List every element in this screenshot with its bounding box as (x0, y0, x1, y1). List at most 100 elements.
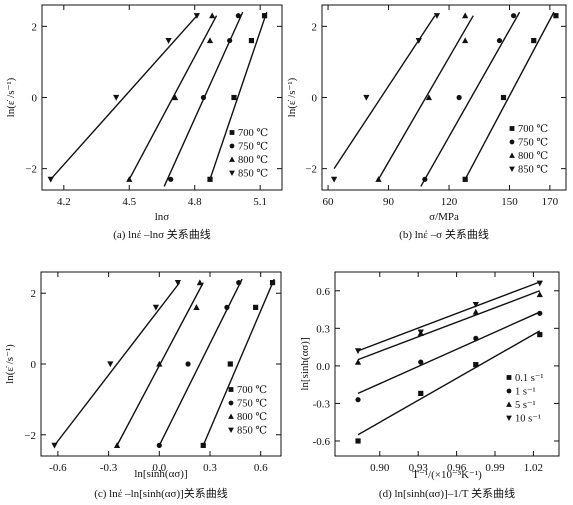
y-tick-label: −2 (24, 430, 36, 442)
legend-marker (506, 388, 512, 394)
data-point-series-0 (537, 331, 543, 338)
y-axis-title: ln(ε̇ /s⁻¹) (5, 77, 17, 117)
fit-line-series-2 (128, 15, 218, 180)
data-point-series-0 (248, 37, 255, 44)
y-tick-label: 2 (32, 21, 38, 33)
data-point-series-2 (196, 279, 203, 286)
x-axis-title: ln[sinh(ασ)] (134, 468, 187, 480)
data-point-series-2 (206, 37, 214, 44)
legend-marker (509, 126, 515, 131)
y-tick-label: 0 (31, 359, 37, 371)
legend-label: 850 ℃ (238, 169, 268, 180)
legend-marker (229, 156, 235, 162)
x-tick-label: 0.3 (203, 462, 217, 474)
data-point-series-0 (231, 94, 237, 101)
x-tick-label: 1.02 (524, 462, 543, 474)
data-point-series-0 (473, 362, 479, 368)
x-tick-label: 120 (441, 196, 458, 208)
fit-line-series-1 (420, 11, 521, 187)
data-point-series-0 (269, 280, 276, 286)
data-point-series-1 (227, 37, 233, 44)
data-point-series-3 (165, 37, 172, 44)
data-point-series-2 (113, 442, 121, 448)
panel-caption: (d) ln[sinh(ασ)]–1/T 关系曲线 (379, 486, 515, 500)
x-tick-label: 0.90 (370, 462, 390, 474)
data-point-series-1 (168, 176, 174, 182)
y-tick-label: 2 (312, 21, 318, 33)
legend-marker (229, 143, 235, 149)
data-point-series-3 (472, 301, 479, 308)
data-point-series-3 (174, 280, 182, 286)
fit-line-series-1 (357, 311, 541, 395)
data-point-series-1 (200, 94, 207, 101)
data-point-series-1 (496, 37, 503, 44)
chart-panel-c: -0.6 -0.3 0.0 0.3 0.6 −2 0 2 700 ℃ 750 ℃ 800 ℃ 850 … (4, 271, 282, 500)
x-tick-label: 0.96 (447, 462, 467, 474)
y-tick-label: 0.6 (316, 286, 330, 298)
legend: 700 ℃ 750 ℃ 800 ℃ 850 ℃ (509, 124, 548, 176)
panel-caption: (c) lnέ –ln[sinh(ασ)]关系曲线 (94, 486, 228, 500)
x-tick-label: 0.0 (152, 462, 166, 474)
legend-label: 800 ℃ (238, 155, 268, 166)
legend-label: 750 ℃ (518, 138, 548, 149)
data-point-series-2 (126, 176, 133, 182)
legend-marker (509, 152, 515, 158)
data-point-series-2 (462, 12, 469, 19)
data-point-series-2 (209, 12, 216, 19)
data-point-series-1 (510, 13, 517, 19)
y-tick-label: 0.3 (316, 323, 330, 335)
x-tick-label: 150 (501, 196, 518, 208)
data-point-series-3 (330, 176, 338, 183)
y-tick-label: −2 (25, 164, 37, 176)
data-point-series-3 (354, 348, 362, 355)
data-point-series-0 (355, 438, 361, 444)
legend-marker (228, 413, 234, 419)
fit-line-series-0 (464, 11, 555, 180)
x-tick-label: 4.8 (188, 196, 202, 208)
legend-label: 0.1 s⁻¹ (515, 373, 544, 384)
data-point-series-3 (415, 37, 422, 44)
data-point-series-0 (200, 442, 206, 448)
legend-marker (509, 166, 515, 172)
data-point-series-3 (107, 361, 114, 368)
data-point-series-1 (422, 176, 428, 182)
data-point-series-1 (224, 304, 230, 310)
data-point-series-0 (418, 390, 424, 397)
legend: 700 ℃ 750 ℃ 800 ℃ 850 ℃ (228, 385, 267, 437)
x-axis-title: σ/MPa (429, 211, 459, 223)
data-point-series-1 (235, 13, 241, 19)
data-point-series-2 (171, 94, 179, 101)
x-tick-label: 90 (383, 196, 395, 208)
chart-panel-b: 60 90 120 150 170 −2 0 2 700 ℃ 750 ℃ 800 ℃ 850 ℃ σ/M… (286, 4, 567, 241)
legend-label: 5 s⁻¹ (515, 400, 536, 411)
legend-label: 700 ℃ (237, 385, 267, 396)
chart-panel-a: 4.2 4.5 4.8 5.1 −2 0 2 700 ℃ 750 ℃ 800 ℃ 850 ℃ lnσ l… (5, 4, 283, 241)
data-point-series-0 (553, 13, 559, 19)
data-point-series-1 (473, 335, 479, 341)
data-point-series-0 (207, 176, 213, 182)
legend-label: 1 s⁻¹ (515, 387, 536, 398)
x-tick-label: 4.5 (122, 196, 136, 208)
data-point-series-1 (456, 94, 462, 101)
x-tick-label: -0.6 (49, 462, 67, 474)
legend-marker (228, 427, 234, 433)
fit-line-series-0 (357, 330, 541, 436)
data-point-series-2 (354, 358, 362, 365)
data-point-series-2 (375, 176, 382, 182)
fit-line-series-3 (53, 282, 181, 446)
y-axis-title: ln[sinh(ασ)] (299, 337, 311, 390)
data-point-series-1 (185, 361, 191, 367)
legend-label: 10 s⁻¹ (515, 414, 541, 425)
data-point-series-2 (472, 308, 479, 315)
fit-line-series-0 (202, 278, 275, 446)
x-axis-title: lnσ (155, 211, 170, 223)
legend-label: 700 ℃ (518, 124, 548, 135)
legend-marker (506, 401, 512, 407)
data-point-series-3 (113, 94, 120, 101)
data-point-series-1 (156, 442, 162, 448)
plot-frame (334, 271, 560, 457)
x-tick-label: 170 (542, 196, 559, 208)
plot-frame (321, 4, 567, 191)
legend-label: 850 ℃ (518, 165, 548, 176)
